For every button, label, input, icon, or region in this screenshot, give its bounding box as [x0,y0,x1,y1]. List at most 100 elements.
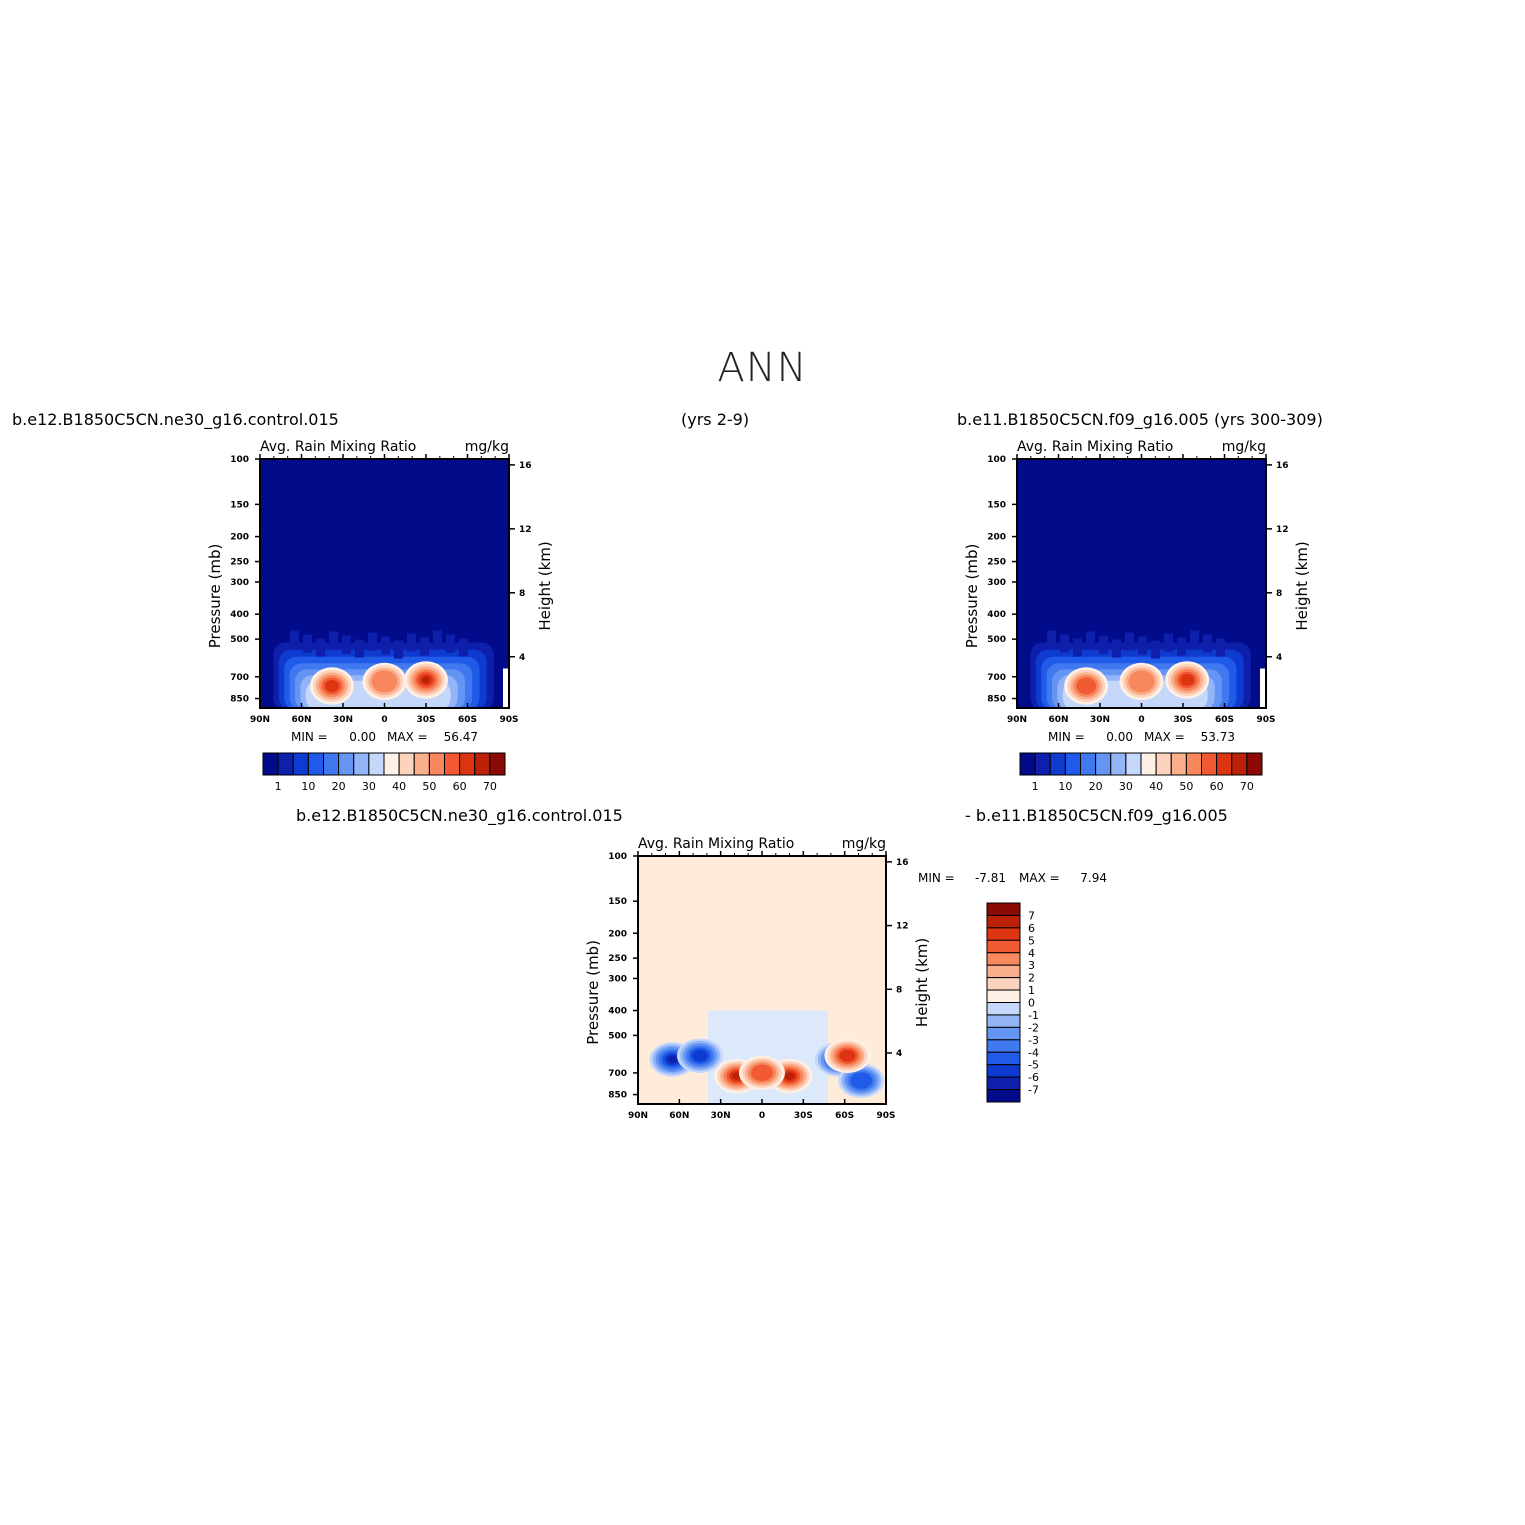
colorbar-box [986,1076,1021,1091]
y-right-tick-label: 4 [519,653,525,663]
min-label: MIN = [1048,730,1085,744]
colorbar-box [459,752,476,776]
missing-data [1260,668,1266,708]
rain-edge [368,632,377,651]
min-label: MIN = [291,730,328,744]
colorbar-box [1231,752,1248,776]
colorbar-label: 10 [1058,780,1072,793]
y-right-tick-label: 4 [896,1049,902,1059]
y-tick-label: 150 [987,500,1006,510]
positive-contour [751,1064,773,1082]
diff-band [708,1010,828,1104]
colorbar-box [1049,752,1066,776]
negative-contour [692,1049,708,1062]
x-tick-label: 0 [759,1111,765,1121]
y-tick-label: 200 [230,533,249,543]
maximum-contour [324,680,339,692]
panel-units: mg/kg [1222,439,1266,455]
rain-edge [1164,633,1173,652]
negative-contour [667,1055,678,1064]
colorbar-box [489,752,506,776]
colorbar-label: 30 [1119,780,1133,793]
x-tick-label: 90N [250,715,270,725]
y-right-tick-label: 8 [519,589,525,599]
colorbar-label: 30 [362,780,376,793]
x-tick-label: 90S [876,1111,895,1121]
case2-title: b.e11.B1850C5CN.f09_g16.005 (yrs 300-309… [957,410,1323,429]
case1-years: (yrs 2-9) [681,410,750,429]
y-tick-label: 700 [230,673,249,683]
colorbar-box [277,752,294,776]
colorbar-box [986,1089,1021,1103]
colorbar-label: 50 [422,780,436,793]
colorbar-label: -2 [1028,1021,1039,1034]
rain-edge [1060,634,1069,653]
colorbar-box [262,752,279,776]
rain-edge [290,630,299,649]
colorbar-box [1216,752,1233,776]
min-value: 0.00 [1106,730,1133,744]
y-tick-label: 100 [608,852,627,862]
y-right-axis-title: Height (km) [1293,541,1311,630]
colorbar-box [383,752,400,776]
x-tick-label: 60S [835,1111,854,1121]
colorbar-label: 0 [1028,997,1035,1010]
rain-edge [1099,635,1108,654]
rain-edge [459,638,468,657]
rain-edge [1047,630,1056,649]
y-right-tick-label: 8 [1276,589,1282,599]
colorbar-label: -5 [1028,1059,1039,1072]
rain-edge [1073,638,1082,657]
contour-field [638,856,886,1104]
max-label: MAX = [387,730,428,744]
colorbar-box [1170,752,1187,776]
y-tick-label: 500 [987,635,1006,645]
y-right-tick-label: 12 [1276,525,1289,535]
colorbar-box [986,1002,1021,1016]
rain-edge [446,634,455,653]
panel-2: Avg. Rain Mixing Ratio mg/kg 90N 60N 30N 0 30S… [963,439,1311,793]
colorbar-label: -7 [1028,1084,1039,1097]
panel-units: mg/kg [842,836,886,852]
colorbar-box [986,1014,1021,1028]
colorbar-label: 6 [1028,922,1035,935]
y-tick-label: 150 [608,897,627,907]
y-axis-title: Pressure (mb) [584,940,602,1045]
y-right-axis-title: Height (km) [536,541,554,630]
colorbar-box [1125,752,1142,776]
x-tick-label: 60N [291,715,311,725]
y-tick-label: 400 [230,610,249,620]
colorbar-box [986,964,1021,979]
colorbar-box [986,977,1021,991]
colorbar-label: -1 [1028,1009,1039,1022]
max-value: 7.94 [1080,871,1107,885]
colorbar-box [1185,752,1202,776]
maximum-contour [422,676,430,684]
y-right-tick-label: 4 [1276,653,1282,663]
y-tick-label: 250 [230,558,249,568]
colorbar-box [986,927,1021,941]
rain-edge [1125,632,1134,651]
colorbar-label: 40 [1149,780,1163,793]
colorbar-box [413,752,430,776]
max-value: 56.47 [444,730,478,744]
colorbar-box [323,752,340,776]
panel-title: Avg. Rain Mixing Ratio [1017,439,1173,455]
rain-edge [1190,630,1199,649]
colorbar-box [307,752,324,776]
colorbar-box [1201,752,1218,776]
negative-contour [850,1072,873,1089]
x-tick-label: 30N [1090,715,1110,725]
colorbar-box [428,752,445,776]
panel-title: Avg. Rain Mixing Ratio [260,439,416,455]
maximum-contour [1180,674,1195,686]
colorbar-box [986,1026,1021,1041]
colorbar-label: 60 [453,780,467,793]
colorbar-box [1064,752,1081,776]
maximum-contour [1076,677,1097,695]
maximum-contour [1128,670,1155,693]
y-tick-label: 250 [987,558,1006,568]
x-tick-label: 0 [381,715,387,725]
contour-field [260,459,509,708]
